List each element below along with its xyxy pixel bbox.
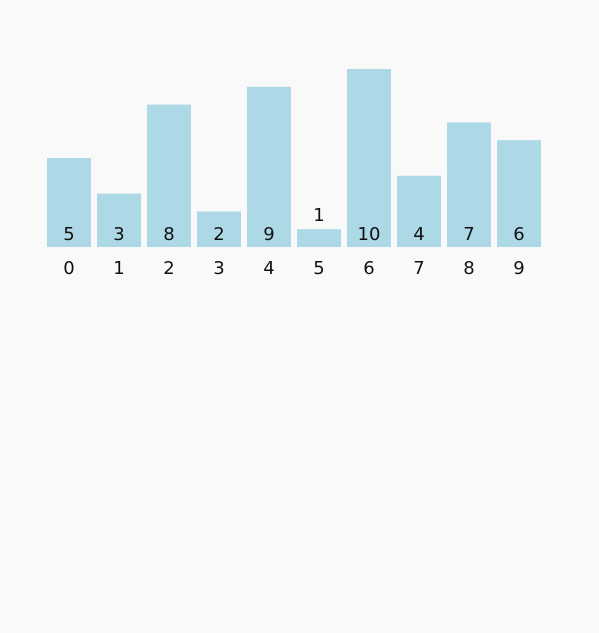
- x-tick-label-8: 8: [463, 258, 474, 279]
- value-label-3: 2: [213, 224, 224, 245]
- x-tick-label-3: 3: [213, 258, 224, 279]
- x-tick-label-4: 4: [263, 258, 274, 279]
- bars-layer: [47, 69, 541, 247]
- value-label-2: 8: [163, 224, 174, 245]
- x-tick-label-0: 0: [63, 258, 74, 279]
- value-label-4: 9: [263, 224, 274, 245]
- x-tick-label-2: 2: [163, 258, 174, 279]
- bar-0: [47, 158, 91, 247]
- bar-1: [97, 193, 141, 247]
- x-tick-labels-layer: 0 1 2 3 4 5 6 7 8 9: [63, 258, 524, 279]
- value-label-6: 10: [358, 224, 381, 245]
- bar-7: [397, 175, 441, 247]
- value-label-7: 4: [413, 224, 424, 245]
- bar-8: [447, 122, 491, 247]
- value-label-5: 1: [313, 205, 324, 226]
- value-label-8: 7: [463, 224, 474, 245]
- bar-4: [247, 86, 291, 247]
- bar-3: [197, 211, 241, 247]
- value-label-0: 5: [63, 224, 74, 245]
- bar-2: [147, 104, 191, 247]
- x-tick-label-9: 9: [513, 258, 524, 279]
- x-tick-label-6: 6: [363, 258, 374, 279]
- bar-5: [297, 229, 341, 247]
- bar-9: [497, 140, 541, 247]
- value-labels-layer: 5 3 8 2 9 1 10 4 7 6: [63, 205, 524, 245]
- value-label-1: 3: [113, 224, 124, 245]
- x-tick-label-1: 1: [113, 258, 124, 279]
- x-tick-label-5: 5: [313, 258, 324, 279]
- bar-6: [347, 69, 391, 247]
- value-label-9: 6: [513, 224, 524, 245]
- x-tick-label-7: 7: [413, 258, 424, 279]
